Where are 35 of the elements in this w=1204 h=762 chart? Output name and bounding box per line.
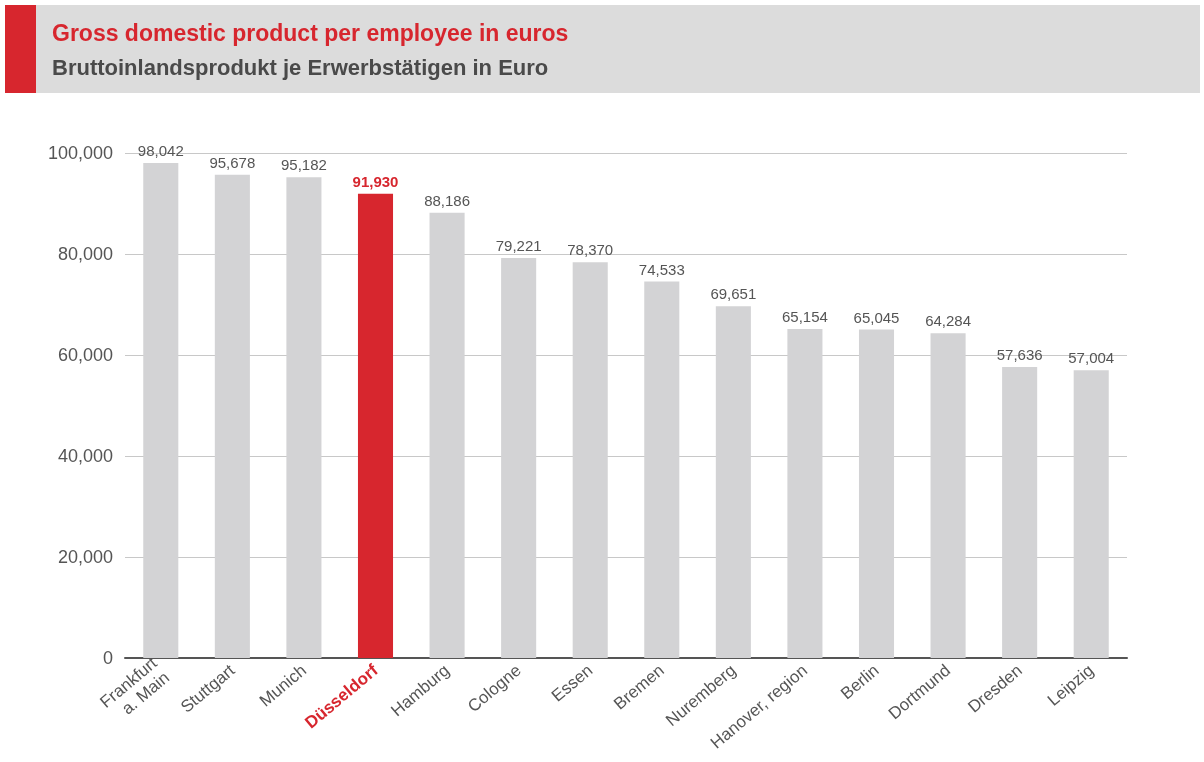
- bar: [143, 162, 179, 658]
- data-label: 95,678: [209, 153, 256, 171]
- bar: [1073, 370, 1109, 658]
- bar: [1002, 366, 1038, 658]
- data-label: 65,154: [781, 307, 828, 325]
- bar: [214, 174, 250, 658]
- bar: [429, 212, 465, 658]
- y-tick-label: 60,000: [57, 345, 113, 365]
- chart-title: Gross domestic product per employee in euros: [52, 20, 569, 47]
- bar: [858, 329, 895, 658]
- bar: [357, 193, 394, 658]
- data-label: 98,042: [137, 141, 184, 159]
- data-label: 64,284: [925, 312, 972, 330]
- y-tick-label: 40,000: [57, 446, 113, 466]
- data-label: 95,182: [280, 156, 327, 174]
- data-label: 57,636: [996, 345, 1043, 363]
- y-tick-label: 20,000: [57, 547, 113, 567]
- bar: [930, 333, 966, 658]
- bar: [572, 262, 608, 658]
- data-label: 74,533: [638, 260, 685, 278]
- data-label: 91,930: [352, 172, 399, 190]
- data-label: 69,651: [710, 285, 757, 303]
- bar: [286, 177, 322, 658]
- y-tick-label: 100,000: [47, 143, 113, 163]
- data-label: 79,221: [495, 236, 542, 254]
- chart-subtitle: Bruttoinlandsprodukt je Erwerbstätigen in Euro: [52, 55, 549, 81]
- data-label: 65,045: [853, 308, 900, 326]
- bar: [644, 281, 680, 658]
- data-label: 78,370: [567, 241, 614, 259]
- data-label: 88,186: [424, 191, 471, 209]
- bar: [715, 306, 751, 658]
- bar: [787, 328, 823, 658]
- bar: [501, 257, 537, 658]
- y-tick-label: 80,000: [57, 244, 113, 264]
- data-label: 57,004: [1068, 349, 1115, 367]
